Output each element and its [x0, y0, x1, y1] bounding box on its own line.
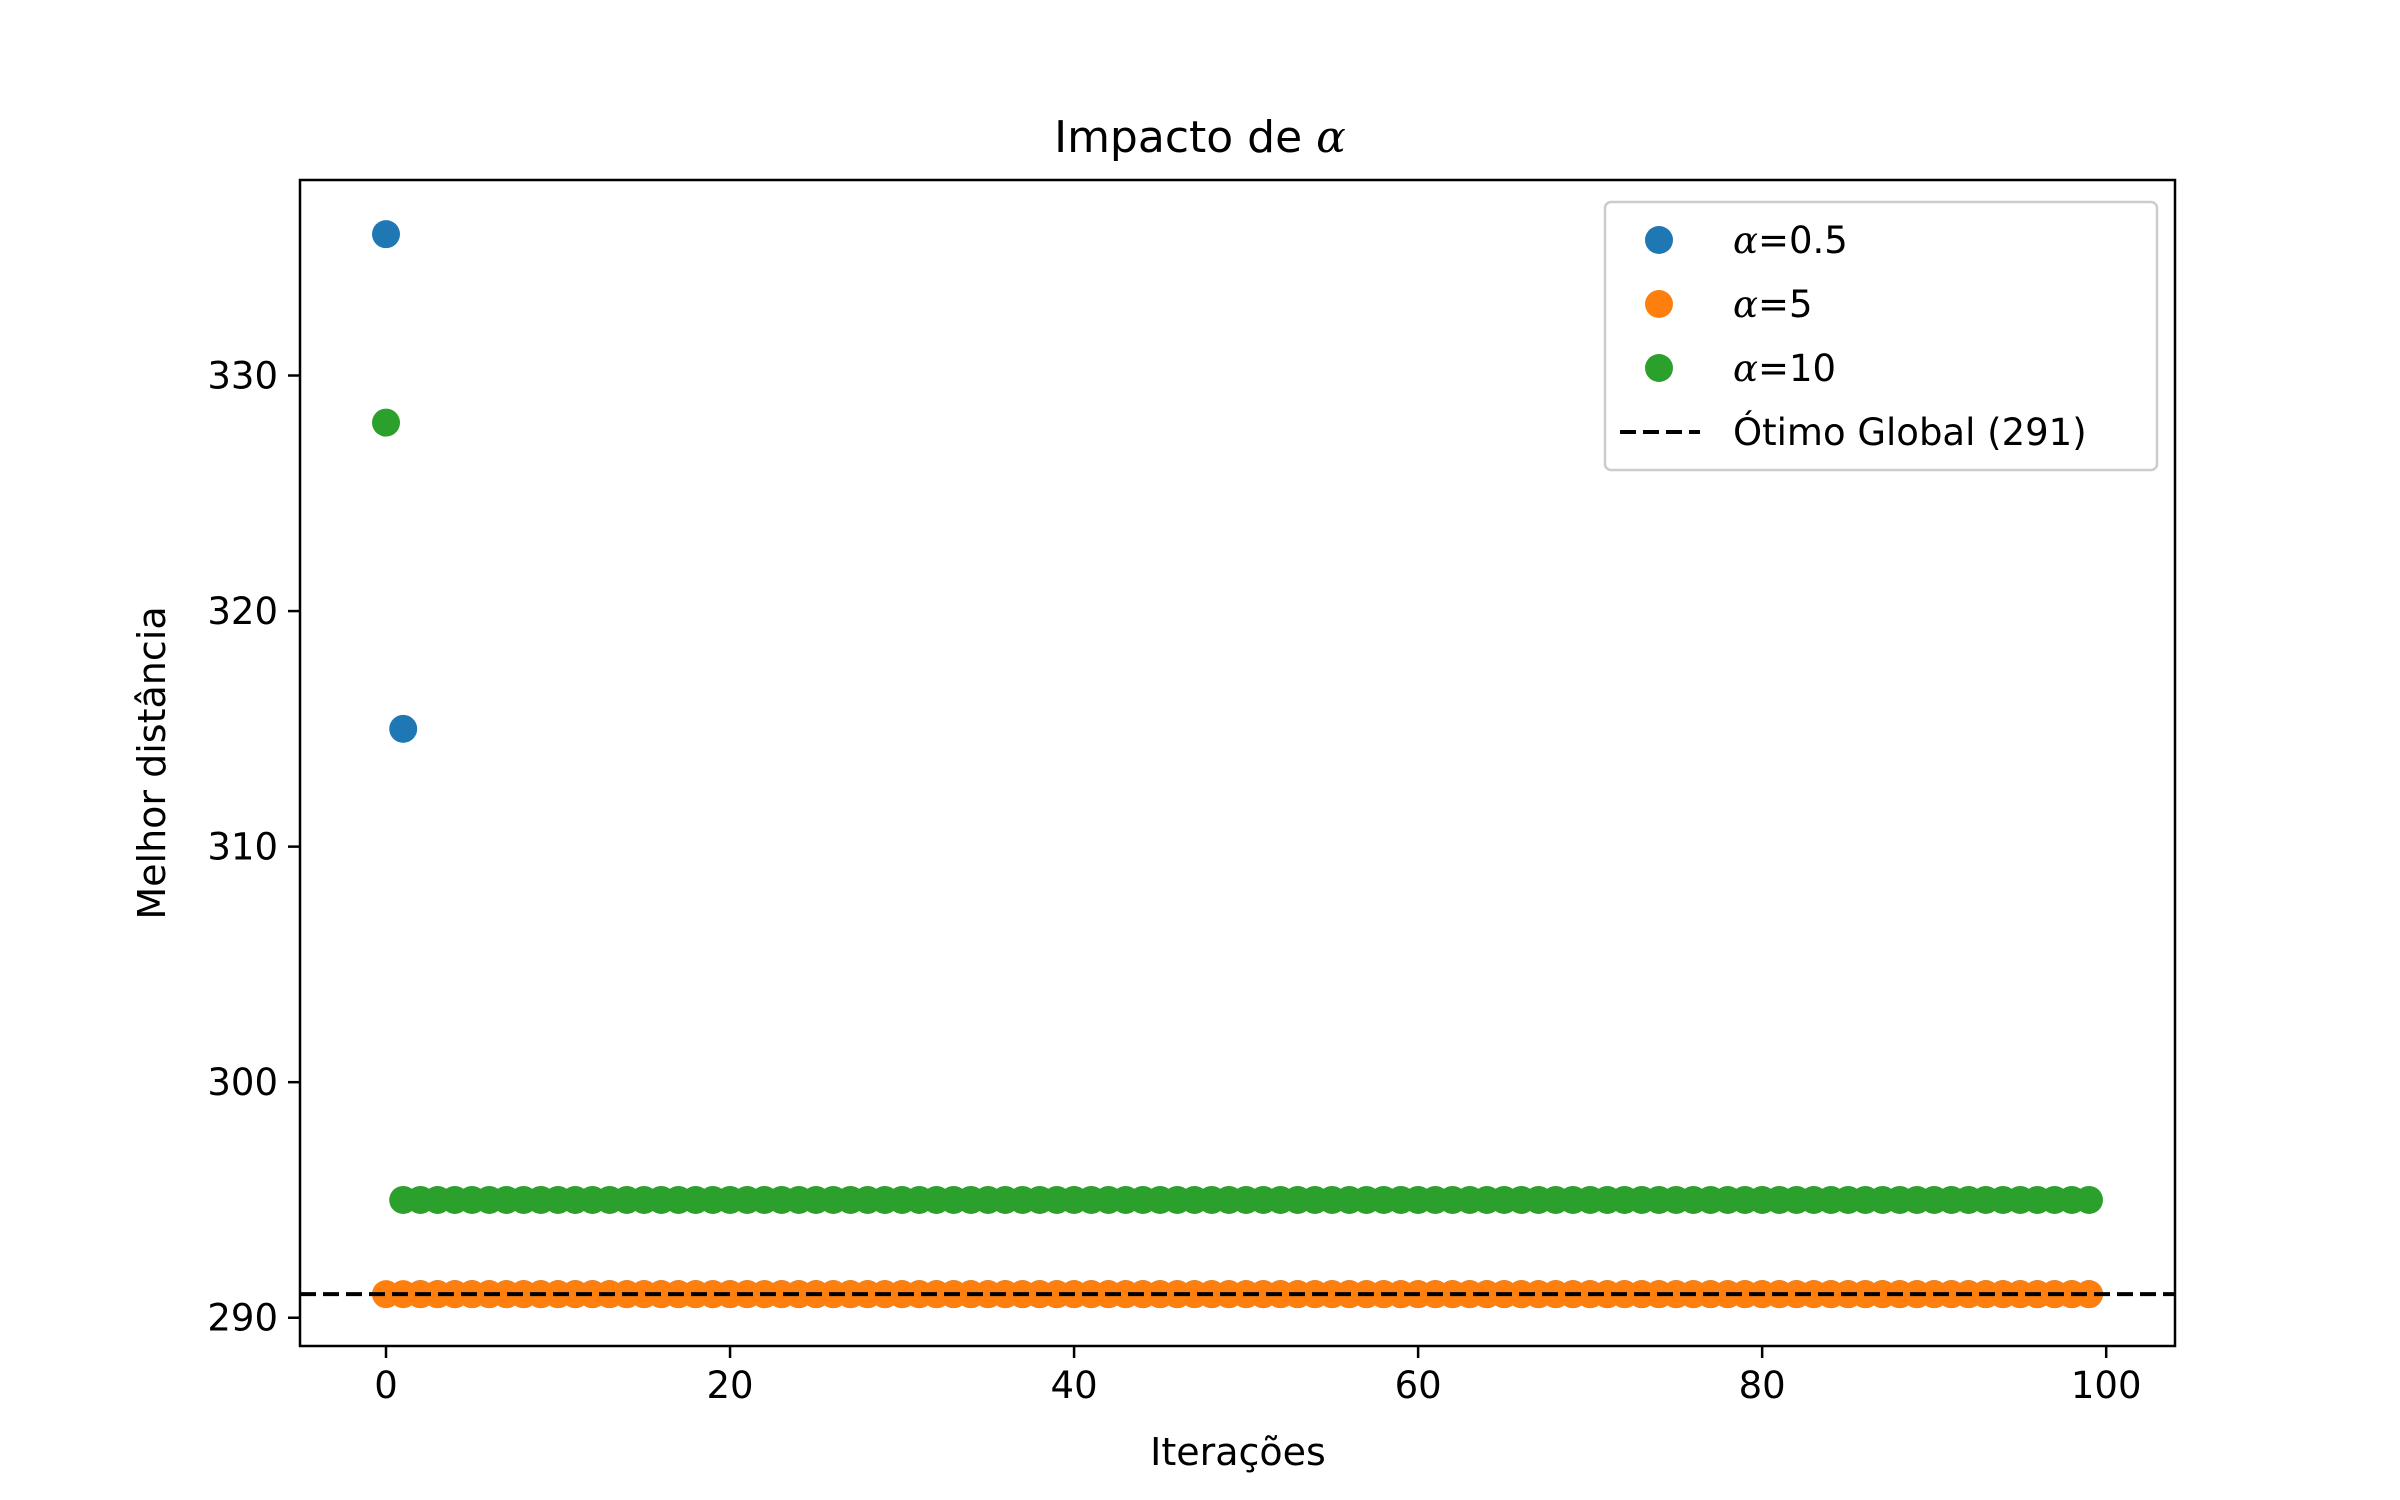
legend: α=0.5 α=5 α=10 Ótimo Global (291) [1603, 200, 2159, 472]
y-axis-label: Melhor distância [130, 606, 174, 919]
y-tick-label: 300 [207, 1061, 278, 1104]
x-tick-label: 60 [1395, 1364, 1442, 1407]
x-axis-ticks: 0 20 40 60 80 100 [374, 1346, 2142, 1407]
y-axis-ticks: 290 300 310 320 330 [207, 355, 300, 1340]
scatter-point-series-2 [372, 408, 401, 437]
legend-marker-series-1 [1645, 290, 1673, 318]
x-tick-label: 100 [2071, 1364, 2142, 1407]
plot-frame [298, 178, 2177, 1348]
x-tick-label: 20 [706, 1364, 753, 1407]
y-tick-label: 320 [207, 590, 278, 633]
scatter-point-series-2 [2074, 1185, 2103, 1214]
y-tick-label: 310 [207, 826, 278, 869]
scatter-point-series-0 [389, 714, 418, 743]
x-axis-label: Iterações [1150, 1430, 1326, 1474]
legend-frame [1603, 200, 2159, 472]
chart-title: Impacto de α [1054, 112, 1346, 163]
legend-marker-series-2 [1645, 354, 1673, 382]
x-tick-label: 40 [1051, 1364, 1098, 1407]
y-tick-label: 330 [207, 355, 278, 398]
scatter-point-series-1 [2074, 1280, 2103, 1309]
y-tick-label: 290 [207, 1297, 278, 1340]
legend-label-series-1: α=5 [1733, 283, 1813, 326]
legend-label-series-2: α=10 [1733, 347, 1836, 390]
x-tick-label: 0 [374, 1364, 398, 1407]
x-tick-label: 80 [1739, 1364, 1786, 1407]
legend-label-series-0: α=0.5 [1733, 219, 1848, 262]
legend-marker-series-0 [1645, 226, 1673, 254]
legend-label-reference-line: Ótimo Global (291) [1733, 410, 2087, 454]
scatter-point-series-0 [372, 220, 401, 249]
